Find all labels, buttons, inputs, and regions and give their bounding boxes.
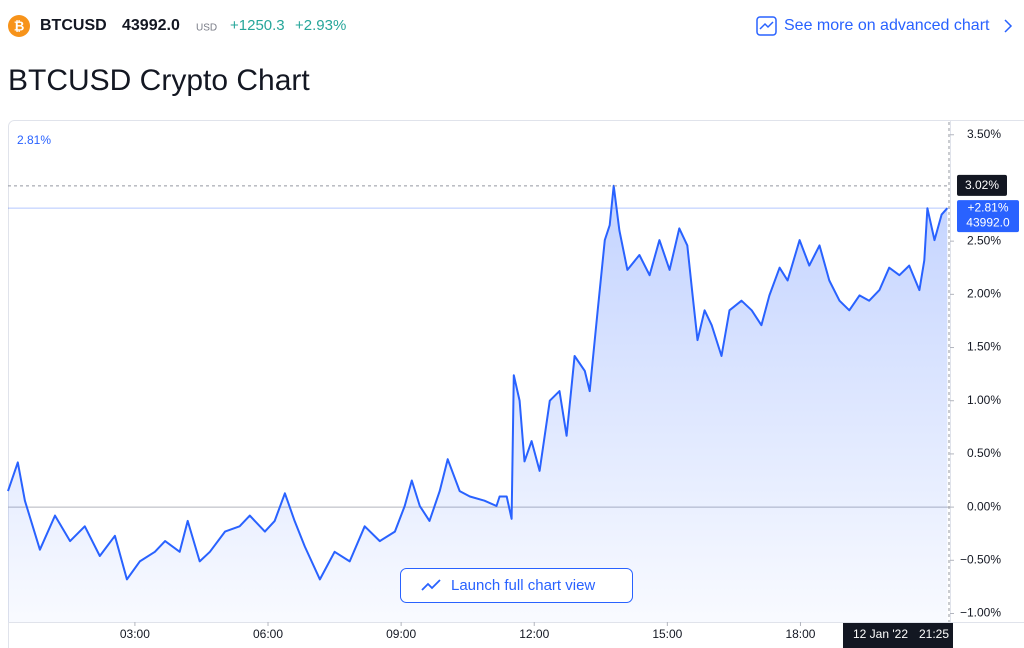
launch-button[interactable]: Launch full chart view <box>400 568 633 603</box>
price: 43992.0 <box>122 17 180 34</box>
date-box <box>843 623 953 648</box>
y-tick-label: 1.50% <box>967 340 1001 354</box>
crosshair-box <box>957 174 1007 196</box>
x-tick-label: 09:00 <box>386 627 416 641</box>
date-label: 12 Jan '22 <box>853 627 908 641</box>
button-text[interactable]: Launch full chart view <box>451 577 595 594</box>
y-tick-label: 3.50% <box>967 127 1001 141</box>
y-tick-label: 0.50% <box>967 446 1001 460</box>
last-value-label: +2.81% <box>967 200 1008 214</box>
price-line <box>7 184 949 581</box>
coin-glyph: ₿ <box>14 18 25 33</box>
x-tick-label: 06:00 <box>253 627 283 641</box>
change-pct: +2.93% <box>295 17 346 34</box>
last-value-price: 43992.0 <box>966 215 1010 229</box>
last-value-box <box>957 200 1019 233</box>
link-icon <box>756 16 777 36</box>
coin-icon <box>8 15 30 37</box>
currency: USD <box>196 23 217 34</box>
chart-frame <box>8 120 1024 648</box>
x-tick-label: 15:00 <box>652 627 682 641</box>
y-tick-label: 2.50% <box>967 233 1001 247</box>
corner-label: 2.81% <box>17 133 51 147</box>
y-tick-label: 2.00% <box>967 287 1001 301</box>
change: +1250.3 <box>230 17 285 34</box>
area <box>8 185 948 623</box>
x-tick-label: 03:00 <box>120 627 150 641</box>
y-tick-label: −1.00% <box>960 606 1001 620</box>
y-tick-label: 0.00% <box>967 499 1001 513</box>
link-icon-line <box>759 21 774 30</box>
time-label: 21:25 <box>919 627 949 641</box>
advanced-link[interactable]: See more on advanced chart <box>756 16 1013 36</box>
symbol: BTCUSD <box>40 17 107 34</box>
x-tick-label: 18:00 <box>785 627 815 641</box>
link-text[interactable]: See more on advanced chart <box>784 17 990 34</box>
button-frame <box>400 568 633 603</box>
button-icon <box>421 579 441 591</box>
y-tick-label: 1.00% <box>967 393 1001 407</box>
y-tick-label: −0.50% <box>960 552 1001 566</box>
crosshair-label: 3.02% <box>965 178 999 192</box>
x-tick-label: 12:00 <box>519 627 549 641</box>
chevron <box>1004 19 1013 33</box>
page-title: BTCUSD Crypto Chart <box>8 64 310 97</box>
